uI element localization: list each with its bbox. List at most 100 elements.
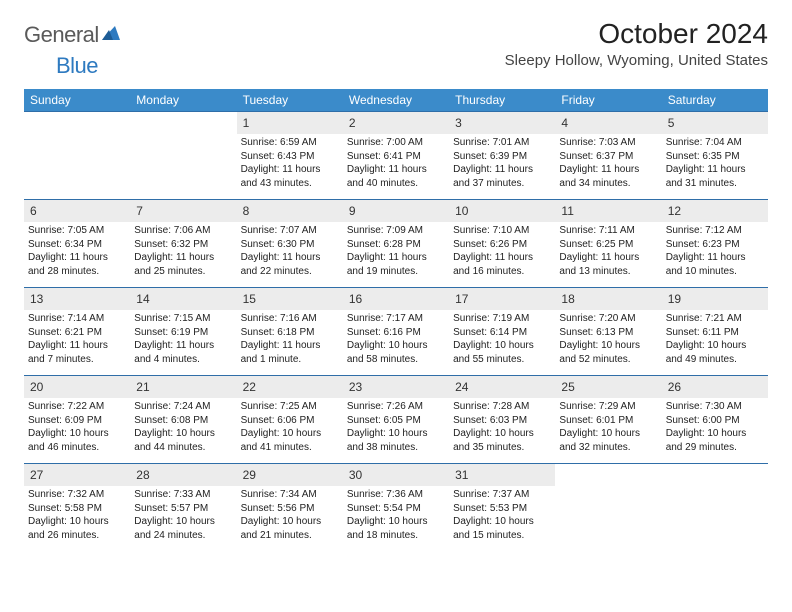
sunset-text: Sunset: 6:25 PM: [559, 238, 657, 252]
daylight-text: Daylight: 10 hours and 44 minutes.: [134, 427, 232, 454]
day-number-bar: 21: [130, 376, 236, 398]
sunrise-text: Sunrise: 7:26 AM: [347, 400, 445, 414]
sunset-text: Sunset: 6:06 PM: [241, 414, 339, 428]
calendar-day-cell: 3Sunrise: 7:01 AMSunset: 6:39 PMDaylight…: [449, 112, 555, 200]
calendar-body: 1Sunrise: 6:59 AMSunset: 6:43 PMDaylight…: [24, 112, 768, 552]
day-number-bar: 25: [555, 376, 661, 398]
daylight-text: Daylight: 11 hours and 4 minutes.: [134, 339, 232, 366]
daylight-text: Daylight: 11 hours and 19 minutes.: [347, 251, 445, 278]
daylight-text: Daylight: 10 hours and 18 minutes.: [347, 515, 445, 542]
calendar-day-cell: 22Sunrise: 7:25 AMSunset: 6:06 PMDayligh…: [237, 376, 343, 464]
sunset-text: Sunset: 5:53 PM: [453, 502, 551, 516]
daylight-text: Daylight: 11 hours and 31 minutes.: [666, 163, 764, 190]
calendar-day-cell: 8Sunrise: 7:07 AMSunset: 6:30 PMDaylight…: [237, 200, 343, 288]
sunset-text: Sunset: 6:18 PM: [241, 326, 339, 340]
sunrise-text: Sunrise: 7:24 AM: [134, 400, 232, 414]
sunset-text: Sunset: 6:41 PM: [347, 150, 445, 164]
header-monday: Monday: [130, 89, 236, 112]
calendar-day-cell: 14Sunrise: 7:15 AMSunset: 6:19 PMDayligh…: [130, 288, 236, 376]
day-info: Sunrise: 7:21 AMSunset: 6:11 PMDaylight:…: [666, 312, 764, 366]
calendar-day-cell: 10 Sunrise: 7:10 AMSunset: 6:26 PMDayligh…: [449, 200, 555, 288]
calendar-day-cell: 29Sunrise: 7:34 AMSunset: 5:56 PMDayligh…: [237, 464, 343, 552]
month-title: October 2024: [505, 18, 768, 50]
day-number: 28: [136, 468, 149, 482]
day-info: Sunrise: 7:06 AMSunset: 6:32 PMDaylight:…: [134, 224, 232, 278]
day-number: 6: [30, 204, 37, 218]
sunrise-text: Sunrise: 7:17 AM: [347, 312, 445, 326]
day-number: 17: [455, 292, 468, 306]
sunrise-text: Sunrise: 7:11 AM: [559, 224, 657, 238]
sunset-text: Sunset: 6:28 PM: [347, 238, 445, 252]
day-info: Sunrise: 7:37 AMSunset: 5:53 PMDaylight:…: [453, 488, 551, 542]
sunset-text: Sunset: 6:11 PM: [666, 326, 764, 340]
sunset-text: Sunset: 5:57 PM: [134, 502, 232, 516]
day-info: Sunrise: 7:19 AMSunset: 6:14 PMDaylight:…: [453, 312, 551, 366]
day-info: Sunrise: 7:34 AMSunset: 5:56 PMDaylight:…: [241, 488, 339, 542]
daylight-text: Daylight: 10 hours and 38 minutes.: [347, 427, 445, 454]
calendar-day-cell: 20 Sunrise: 7:22 AMSunset: 6:09 PMDayligh…: [24, 376, 130, 464]
day-info: Sunrise: 7:30 AMSunset: 6:00 PMDaylight:…: [666, 400, 764, 454]
sunrise-text: Sunrise: 7:25 AM: [241, 400, 339, 414]
calendar-day-cell: [555, 464, 661, 552]
day-info: Sunrise: 7:20 AMSunset: 6:13 PMDaylight:…: [559, 312, 657, 366]
day-number: 31: [455, 468, 468, 482]
day-number-bar: 18: [555, 288, 661, 310]
sunrise-text: Sunrise: 7:10 AM: [453, 224, 551, 238]
sunset-text: Sunset: 6:05 PM: [347, 414, 445, 428]
day-info: Sunrise: 7:36 AMSunset: 5:54 PMDaylight:…: [347, 488, 445, 542]
day-number: 5: [668, 116, 675, 130]
sunset-text: Sunset: 6:30 PM: [241, 238, 339, 252]
day-number: 22: [243, 380, 256, 394]
header-thursday: Thursday: [449, 89, 555, 112]
day-number-bar: 24: [449, 376, 555, 398]
calendar-day-cell: 2Sunrise: 7:00 AMSunset: 6:41 PMDaylight…: [343, 112, 449, 200]
daylight-text: Daylight: 10 hours and 35 minutes.: [453, 427, 551, 454]
sunrise-text: Sunrise: 7:04 AM: [666, 136, 764, 150]
day-info: Sunrise: 7:33 AMSunset: 5:57 PMDaylight:…: [134, 488, 232, 542]
daylight-text: Daylight: 11 hours and 22 minutes.: [241, 251, 339, 278]
sunset-text: Sunset: 6:32 PM: [134, 238, 232, 252]
day-number-bar: 7: [130, 200, 236, 222]
daylight-text: Daylight: 10 hours and 21 minutes.: [241, 515, 339, 542]
sunrise-text: Sunrise: 7:15 AM: [134, 312, 232, 326]
day-number-bar: 19: [662, 288, 768, 310]
day-info: Sunrise: 7:17 AMSunset: 6:16 PMDaylight:…: [347, 312, 445, 366]
day-number: 2: [349, 116, 356, 130]
daylight-text: Daylight: 10 hours and 26 minutes.: [28, 515, 126, 542]
day-number-bar: 6: [24, 200, 130, 222]
day-number-bar: 10: [449, 200, 555, 222]
sunset-text: Sunset: 6:21 PM: [28, 326, 126, 340]
day-info: Sunrise: 7:11 AMSunset: 6:25 PMDaylight:…: [559, 224, 657, 278]
daylight-text: Daylight: 10 hours and 29 minutes.: [666, 427, 764, 454]
day-number-bar: 13: [24, 288, 130, 310]
day-number: 20: [30, 380, 43, 394]
sunset-text: Sunset: 6:16 PM: [347, 326, 445, 340]
sunrise-text: Sunrise: 6:59 AM: [241, 136, 339, 150]
calendar-week-row: 6Sunrise: 7:05 AMSunset: 6:34 PMDaylight…: [24, 200, 768, 288]
day-info: Sunrise: 7:26 AMSunset: 6:05 PMDaylight:…: [347, 400, 445, 454]
calendar-day-cell: 9Sunrise: 7:09 AMSunset: 6:28 PMDaylight…: [343, 200, 449, 288]
day-number: 13: [30, 292, 43, 306]
sunset-text: Sunset: 6:00 PM: [666, 414, 764, 428]
calendar-day-cell: 4Sunrise: 7:03 AMSunset: 6:37 PMDaylight…: [555, 112, 661, 200]
calendar-day-cell: 11 Sunrise: 7:11 AMSunset: 6:25 PMDayligh…: [555, 200, 661, 288]
header-sunday: Sunday: [24, 89, 130, 112]
day-info: Sunrise: 7:16 AMSunset: 6:18 PMDaylight:…: [241, 312, 339, 366]
day-info: Sunrise: 7:22 AMSunset: 6:09 PMDaylight:…: [28, 400, 126, 454]
sunset-text: Sunset: 6:37 PM: [559, 150, 657, 164]
day-number-bar: 22: [237, 376, 343, 398]
calendar-day-cell: 27Sunrise: 7:32 AMSunset: 5:58 PMDayligh…: [24, 464, 130, 552]
sunset-text: Sunset: 6:08 PM: [134, 414, 232, 428]
sunset-text: Sunset: 5:56 PM: [241, 502, 339, 516]
day-number: 30: [349, 468, 362, 482]
day-number: 14: [136, 292, 149, 306]
day-number-bar: 2: [343, 112, 449, 134]
day-info: Sunrise: 7:10 AMSunset: 6:26 PMDaylight:…: [453, 224, 551, 278]
day-number: 11: [561, 204, 573, 218]
day-number: 10: [455, 204, 468, 218]
daylight-text: Daylight: 11 hours and 34 minutes.: [559, 163, 657, 190]
day-number-bar: 4: [555, 112, 661, 134]
sunset-text: Sunset: 6:14 PM: [453, 326, 551, 340]
day-number-bar: 9: [343, 200, 449, 222]
day-number: 19: [668, 292, 681, 306]
